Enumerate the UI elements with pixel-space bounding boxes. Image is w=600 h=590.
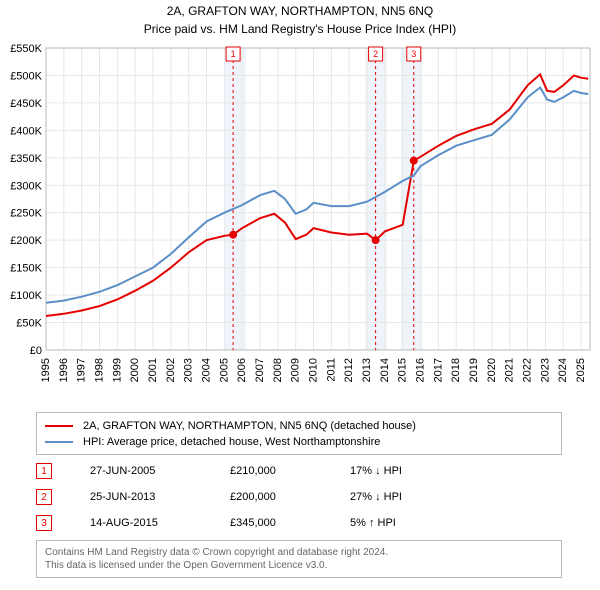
sale-price: £210,000 xyxy=(230,465,350,477)
svg-text:£550K: £550K xyxy=(10,43,42,55)
footer-line-1: Contains HM Land Registry data © Crown c… xyxy=(45,546,553,559)
svg-text:£500K: £500K xyxy=(10,70,42,82)
svg-text:£300K: £300K xyxy=(10,180,42,192)
sale-date: 25-JUN-2013 xyxy=(90,491,230,503)
svg-text:£50K: £50K xyxy=(16,318,42,330)
chart-title: 2A, GRAFTON WAY, NORTHAMPTON, NN5 6NQ xyxy=(0,4,600,18)
svg-text:£100K: £100K xyxy=(10,290,42,302)
sale-date: 14-AUG-2015 xyxy=(90,517,230,529)
svg-text:2010: 2010 xyxy=(308,358,320,382)
footer-line-2: This data is licensed under the Open Gov… xyxy=(45,559,553,572)
svg-text:2: 2 xyxy=(373,49,378,59)
svg-text:2008: 2008 xyxy=(272,358,284,382)
svg-text:£450K: £450K xyxy=(10,98,42,110)
sale-date: 27-JUN-2005 xyxy=(90,465,230,477)
svg-text:2005: 2005 xyxy=(218,358,230,382)
svg-text:1: 1 xyxy=(231,49,236,59)
legend-row: 2A, GRAFTON WAY, NORTHAMPTON, NN5 6NQ (d… xyxy=(45,418,553,434)
svg-text:2000: 2000 xyxy=(129,358,141,382)
svg-text:2023: 2023 xyxy=(539,358,551,382)
svg-text:1997: 1997 xyxy=(76,358,88,382)
sale-badge: 3 xyxy=(36,515,52,531)
sale-row: 2 25-JUN-2013£200,00027% ↓ HPI xyxy=(36,484,562,510)
legend-label: 2A, GRAFTON WAY, NORTHAMPTON, NN5 6NQ (d… xyxy=(83,420,416,432)
sale-delta: 17% ↓ HPI xyxy=(350,465,470,477)
svg-text:3: 3 xyxy=(411,49,416,59)
svg-text:£250K: £250K xyxy=(10,208,42,220)
svg-text:2014: 2014 xyxy=(379,358,391,382)
svg-text:2006: 2006 xyxy=(236,358,248,382)
svg-text:2024: 2024 xyxy=(557,358,569,382)
svg-text:£150K: £150K xyxy=(10,263,42,275)
legend-swatch xyxy=(45,441,73,443)
svg-text:2007: 2007 xyxy=(254,358,266,382)
svg-text:2020: 2020 xyxy=(486,358,498,382)
svg-text:2009: 2009 xyxy=(290,358,302,382)
svg-text:2011: 2011 xyxy=(325,358,337,382)
chart-area: 1 2 3 £0 £50K £100K £150K £200K £250K £300K £350K £… xyxy=(0,40,600,410)
legend-label: HPI: Average price, detached house, West… xyxy=(83,436,380,448)
sale-delta: 5% ↑ HPI xyxy=(350,517,470,529)
sale-row: 3 14-AUG-2015£345,0005% ↑ HPI xyxy=(36,510,562,536)
svg-text:2021: 2021 xyxy=(504,358,516,382)
svg-text:2004: 2004 xyxy=(201,358,213,382)
legend-row: HPI: Average price, detached house, West… xyxy=(45,434,553,450)
svg-text:2018: 2018 xyxy=(450,358,462,382)
sale-delta: 27% ↓ HPI xyxy=(350,491,470,503)
svg-text:£400K: £400K xyxy=(10,125,42,137)
svg-text:2015: 2015 xyxy=(397,358,409,382)
svg-text:2016: 2016 xyxy=(415,358,427,382)
footer: Contains HM Land Registry data © Crown c… xyxy=(36,540,562,578)
svg-text:1998: 1998 xyxy=(94,358,106,382)
svg-text:£350K: £350K xyxy=(10,153,42,165)
svg-text:£200K: £200K xyxy=(10,235,42,247)
svg-text:1999: 1999 xyxy=(111,358,123,382)
svg-text:2003: 2003 xyxy=(183,358,195,382)
svg-text:£0: £0 xyxy=(30,345,42,357)
svg-text:2017: 2017 xyxy=(432,358,444,382)
sale-price: £200,000 xyxy=(230,491,350,503)
legend: 2A, GRAFTON WAY, NORTHAMPTON, NN5 6NQ (d… xyxy=(36,412,562,455)
chart-svg: 1 2 3 £0 £50K £100K £150K £200K £250K £300K £350K £… xyxy=(0,40,600,410)
svg-text:2012: 2012 xyxy=(343,358,355,382)
sale-price: £345,000 xyxy=(230,517,350,529)
svg-text:2022: 2022 xyxy=(522,358,534,382)
svg-text:2019: 2019 xyxy=(468,358,480,382)
sale-badge: 1 xyxy=(36,463,52,479)
sale-row: 1 27-JUN-2005£210,00017% ↓ HPI xyxy=(36,458,562,484)
sale-badge: 2 xyxy=(36,489,52,505)
svg-text:2013: 2013 xyxy=(361,358,373,382)
svg-text:2002: 2002 xyxy=(165,358,177,382)
svg-text:1995: 1995 xyxy=(40,358,52,382)
svg-text:1996: 1996 xyxy=(58,358,70,382)
svg-text:2001: 2001 xyxy=(147,358,159,382)
sales-table: 1 27-JUN-2005£210,00017% ↓ HPI 2 25-JUN-201… xyxy=(36,458,562,536)
legend-swatch xyxy=(45,425,73,427)
svg-text:2025: 2025 xyxy=(575,358,587,382)
chart-subtitle: Price paid vs. HM Land Registry's House … xyxy=(0,22,600,36)
